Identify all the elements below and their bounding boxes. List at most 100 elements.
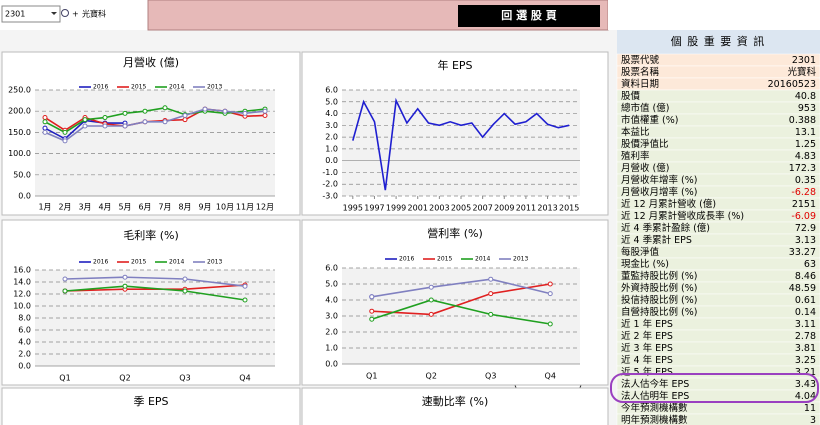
point: [262, 112, 268, 118]
point: [162, 119, 168, 125]
y-tick-label: 2.0: [325, 328, 338, 337]
legend-label: 2013: [207, 259, 222, 266]
row-label: 明年預測機構數: [621, 414, 688, 425]
row-label: 近 12 月累計營收 (億): [621, 198, 716, 210]
x-tick-label: 11月: [236, 203, 254, 212]
row-label: 法人估今年 EPS: [621, 378, 689, 390]
row-value: 72.9: [795, 223, 816, 234]
plus-icon[interactable]: +: [72, 10, 79, 19]
point: [369, 316, 375, 322]
y-tick-label: 3.0: [325, 312, 338, 321]
row-value: 48.59: [789, 283, 816, 294]
toolbar-right: [608, 0, 820, 30]
chart-frame: [301, 387, 609, 425]
y-tick-label: 0.0: [325, 156, 338, 165]
x-tick-label: Q4: [239, 374, 250, 383]
x-tick-label: 2011: [516, 204, 536, 213]
x-tick-label: 2013: [537, 204, 557, 213]
chart-frame: [1, 387, 301, 425]
point: [262, 108, 268, 114]
legend-label: 2014: [169, 259, 184, 266]
y-tick-label: 1.0: [325, 344, 338, 353]
row-label: 近 12 月累計營收成長率 (%): [621, 210, 744, 222]
row-value: 33.27: [789, 247, 816, 258]
point: [242, 283, 248, 289]
x-tick-label: 2001: [408, 204, 428, 213]
y-tick-label: 16.0: [13, 266, 31, 275]
row-value: 4.83: [795, 151, 816, 162]
x-tick-label: Q1: [366, 372, 377, 381]
y-tick-label: 5.0: [325, 280, 338, 289]
row-label: 近 4 年 EPS: [621, 354, 673, 366]
legend-label: 2013: [513, 256, 528, 263]
y-tick-label: 4.0: [325, 109, 338, 118]
point: [182, 288, 188, 294]
code-input[interactable]: [1, 5, 61, 23]
panel-header: [617, 30, 820, 54]
row-label: 現金比 (%): [621, 258, 669, 270]
series-line: [371, 299, 551, 325]
x-tick-label: 4月: [98, 203, 111, 212]
x-tick-label: 2007: [472, 204, 492, 213]
back-button-label[interactable]: 回 選 股 頁: [501, 8, 557, 22]
point: [488, 291, 494, 297]
y-tick-label: 5.0: [325, 97, 338, 106]
point: [42, 129, 48, 135]
search-icon[interactable]: [61, 9, 69, 17]
series-line: [44, 108, 266, 142]
y-tick-label: 3.0: [325, 121, 338, 130]
row-value: 2.78: [795, 331, 816, 342]
series-line: [44, 106, 266, 134]
series-line: [371, 283, 551, 316]
row-label: 本益比: [621, 126, 650, 138]
y-tick-label: 4.0: [18, 338, 31, 347]
y-tick-label: 12.0: [13, 290, 31, 299]
x-tick-label: Q4: [545, 372, 556, 381]
legend-label: 2015: [131, 84, 146, 91]
y-tick-label: 2.0: [325, 133, 338, 142]
row-label: 投信持股比例 (%): [621, 294, 697, 306]
point: [82, 117, 88, 123]
legend-label: 2014: [475, 256, 490, 263]
point: [122, 274, 128, 280]
dropdown-arrow[interactable]: [51, 12, 57, 15]
x-tick-label: 8月: [178, 203, 191, 212]
row-label: 近 3 年 EPS: [621, 342, 673, 354]
y-tick-label: 2.0: [18, 350, 31, 359]
row-value: -6.28: [791, 187, 816, 198]
row-label: 今年預測機構數: [621, 402, 688, 414]
y-tick-label: -3.0: [322, 192, 338, 201]
point: [547, 321, 553, 327]
row-value: 8.46: [795, 271, 816, 282]
series-line: [64, 276, 246, 287]
x-tick-label: 5月: [118, 203, 131, 212]
point: [42, 125, 48, 131]
point: [182, 276, 188, 282]
point: [428, 297, 434, 303]
row-value: 3.13: [795, 235, 816, 246]
row-value: 3.25: [795, 355, 816, 366]
point: [242, 297, 248, 303]
row-value: 13.1: [795, 127, 816, 138]
legend-label: 2014: [169, 84, 184, 91]
x-tick-label: 6月: [138, 203, 151, 212]
row-label: 近 4 季累計盈餘 (億): [621, 222, 710, 234]
row-value: 3.81: [795, 343, 816, 354]
legend-label: 2015: [131, 259, 146, 266]
panel-row: [616, 413, 820, 425]
point: [222, 108, 228, 114]
row-value: 0.61: [795, 295, 816, 306]
y-tick-label: 0.0: [18, 362, 31, 371]
y-tick-label: 250.0: [8, 86, 31, 95]
legend-label: 2016: [93, 84, 108, 91]
row-value: 40.8: [795, 91, 816, 102]
x-tick-label: Q2: [426, 372, 437, 381]
chart-title: 年 EPS: [437, 58, 472, 72]
chart-title: 毛利率 (%): [123, 228, 179, 242]
row-label: 股票名稱: [621, 66, 660, 78]
x-tick-label: Q2: [119, 374, 130, 383]
point: [82, 123, 88, 129]
back-button[interactable]: [458, 5, 600, 27]
row-label: 法人估明年 EPS: [621, 390, 689, 402]
